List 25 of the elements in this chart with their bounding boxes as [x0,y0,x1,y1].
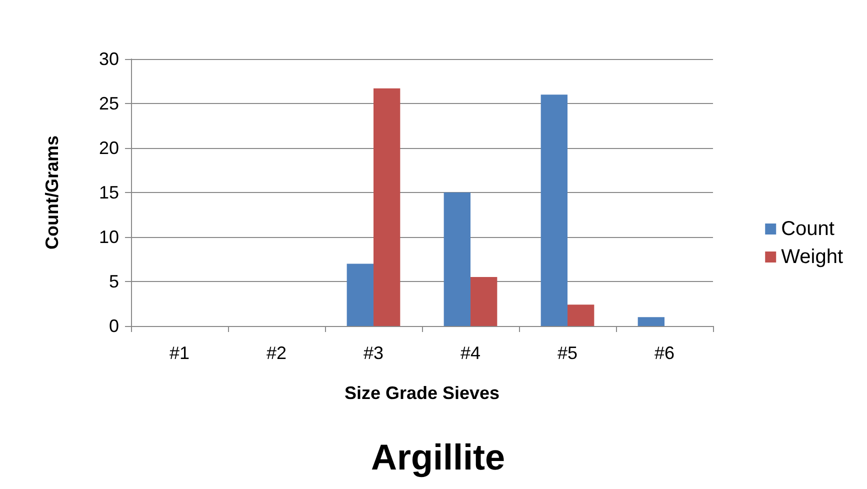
bar [638,317,664,326]
x-tick-label: #3 [363,343,384,363]
x-tick-label: #6 [654,343,675,363]
legend-label: Weight [781,246,844,268]
y-tick-label: 0 [108,316,119,336]
x-axis-title: Size Grade Sieves [344,383,500,403]
x-tick-label: #4 [460,343,481,363]
bar [346,264,374,326]
y-tick-label: 30 [98,49,119,69]
x-tick-label: #1 [169,343,190,363]
bar [470,277,498,326]
y-axis-title: Count/Grams [42,135,62,250]
y-tick-label: 15 [98,182,119,202]
y-tick-label: 20 [98,138,119,158]
bar [374,88,400,326]
text: Argillite [370,436,506,478]
x-tick-label: #2 [266,343,287,363]
y-tick-label: 10 [98,227,119,247]
x-tick-label: #5 [557,343,578,363]
bar [540,94,568,326]
bar [568,304,594,326]
y-tick-label: 5 [108,272,119,292]
y-tick-label: 25 [98,94,119,114]
bar [444,192,470,326]
legend-label: Count [781,218,835,240]
